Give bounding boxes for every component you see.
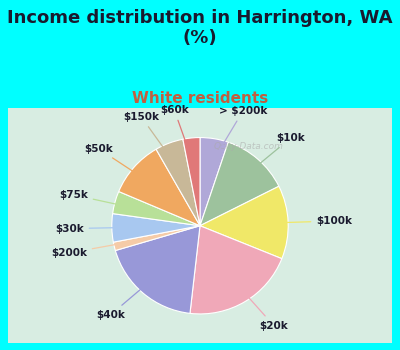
Wedge shape	[113, 191, 200, 226]
Text: $75k: $75k	[59, 190, 139, 209]
Wedge shape	[200, 186, 288, 259]
Text: $60k: $60k	[160, 105, 193, 163]
Wedge shape	[200, 142, 279, 226]
Text: $150k: $150k	[123, 112, 177, 167]
Wedge shape	[113, 226, 200, 251]
Text: $200k: $200k	[51, 240, 139, 258]
Wedge shape	[183, 138, 200, 226]
Text: $30k: $30k	[55, 224, 137, 233]
Wedge shape	[200, 138, 228, 226]
Text: Qcity-Data.com: Qcity-Data.com	[214, 142, 284, 150]
Wedge shape	[190, 226, 282, 314]
Text: $40k: $40k	[96, 274, 159, 320]
Text: $10k: $10k	[242, 133, 305, 178]
Wedge shape	[115, 226, 200, 313]
Wedge shape	[112, 214, 200, 242]
Wedge shape	[119, 149, 200, 226]
Text: Income distribution in Harrington, WA
(%): Income distribution in Harrington, WA (%…	[7, 9, 393, 47]
Text: $20k: $20k	[233, 280, 288, 331]
Text: > $200k: > $200k	[211, 106, 267, 164]
Text: $50k: $50k	[84, 144, 152, 184]
Text: $100k: $100k	[263, 216, 352, 226]
Wedge shape	[156, 139, 200, 226]
FancyBboxPatch shape	[4, 106, 396, 345]
Text: White residents: White residents	[132, 91, 268, 106]
